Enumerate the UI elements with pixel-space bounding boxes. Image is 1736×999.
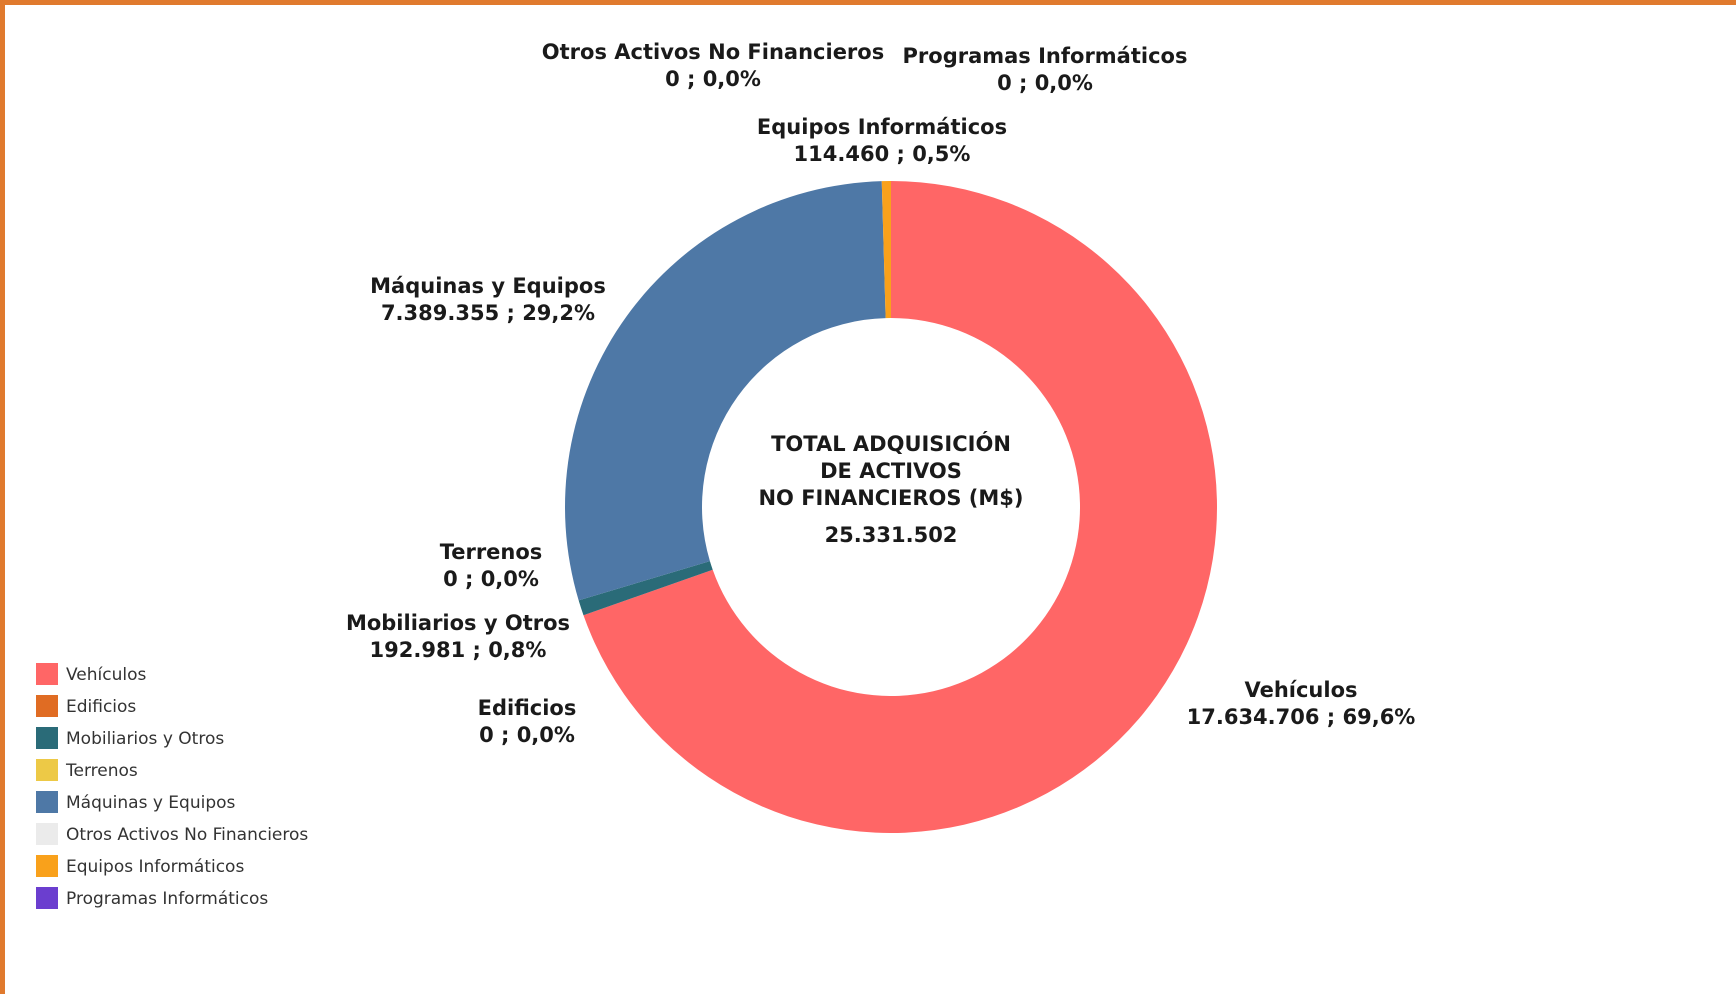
center-label-line-3: NO FINANCIEROS (M$)	[758, 486, 1023, 510]
center-label-line-2: DE ACTIVOS	[820, 459, 962, 483]
center-label-line-1: TOTAL ADQUISICIÓN	[771, 431, 1011, 456]
slice-label-name-terrenos: Terrenos	[440, 540, 543, 564]
legend-swatch-equipos-informaticos	[36, 855, 58, 877]
legend-label-programas-informaticos: Programas Informáticos	[66, 889, 268, 909]
slice-label-value-programas-informaticos: 0 ; 0,0%	[997, 71, 1093, 95]
legend-label-equipos-informaticos: Equipos Informáticos	[66, 857, 244, 877]
legend-item-otros-activos-no-financieros[interactable]: Otros Activos No Financieros	[36, 823, 308, 845]
slice-maquinas-y-equipos[interactable]	[565, 181, 886, 601]
legend-item-vehiculos[interactable]: Vehículos	[36, 663, 147, 685]
slice-equipos-informaticos[interactable]	[881, 181, 891, 319]
legend-label-maquinas-y-equipos: Máquinas y Equipos	[66, 793, 236, 813]
legend-item-edificios[interactable]: Edificios	[36, 695, 136, 717]
slice-labels-group: Vehículos 17.634.706 ; 69,6% Edificios 0 ; …	[346, 40, 1415, 747]
legend-label-vehiculos: Vehículos	[66, 665, 147, 685]
legend-swatch-programas-informaticos	[36, 887, 58, 909]
legend-swatch-maquinas-y-equipos	[36, 791, 58, 813]
slice-label-name-otros-activos-no-financieros: Otros Activos No Financieros	[542, 40, 884, 64]
legend-label-edificios: Edificios	[66, 697, 136, 717]
slice-label-value-terrenos: 0 ; 0,0%	[443, 567, 539, 591]
center-total-value: 25.331.502	[825, 523, 958, 547]
legend-item-terrenos[interactable]: Terrenos	[36, 759, 138, 781]
legend-label-mobiliarios-y-otros: Mobiliarios y Otros	[66, 729, 224, 749]
slice-label-value-vehiculos: 17.634.706 ; 69,6%	[1187, 705, 1416, 729]
slices-group	[565, 181, 1217, 833]
slice-label-name-vehiculos: Vehículos	[1244, 678, 1357, 702]
legend-swatch-terrenos	[36, 759, 58, 781]
legend: Vehículos Edificios Mobiliarios y Otros Ter…	[36, 663, 308, 909]
slice-label-value-edificios: 0 ; 0,0%	[479, 723, 575, 747]
slice-label-value-otros-activos-no-financieros: 0 ; 0,0%	[665, 67, 761, 91]
slice-label-value-maquinas-y-equipos: 7.389.355 ; 29,2%	[381, 301, 595, 325]
legend-label-otros-activos-no-financieros: Otros Activos No Financieros	[66, 825, 308, 845]
slice-label-value-mobiliarios-y-otros: 192.981 ; 0,8%	[370, 638, 547, 662]
legend-swatch-vehiculos	[36, 663, 58, 685]
center-label: TOTAL ADQUISICIÓN DE ACTIVOS NO FINANCIE…	[758, 431, 1023, 547]
legend-swatch-mobiliarios-y-otros	[36, 727, 58, 749]
slice-label-name-maquinas-y-equipos: Máquinas y Equipos	[370, 274, 606, 298]
slice-vehiculos[interactable]	[583, 181, 1217, 833]
legend-item-equipos-informaticos[interactable]: Equipos Informáticos	[36, 855, 244, 877]
slice-label-name-mobiliarios-y-otros: Mobiliarios y Otros	[346, 611, 570, 635]
slice-label-name-programas-informaticos: Programas Informáticos	[903, 44, 1188, 68]
legend-label-terrenos: Terrenos	[65, 761, 138, 781]
slice-label-name-edificios: Edificios	[478, 696, 577, 720]
legend-item-mobiliarios-y-otros[interactable]: Mobiliarios y Otros	[36, 727, 224, 749]
donut-chart: Vehículos 17.634.706 ; 69,6% Edificios 0 ; …	[36, 40, 1415, 909]
slice-mobiliarios-y-otros[interactable]	[578, 561, 713, 616]
legend-item-programas-informaticos[interactable]: Programas Informáticos	[36, 887, 268, 909]
legend-item-maquinas-y-equipos[interactable]: Máquinas y Equipos	[36, 791, 236, 813]
slice-label-value-equipos-informaticos: 114.460 ; 0,5%	[794, 142, 971, 166]
legend-swatch-otros-activos-no-financieros	[36, 823, 58, 845]
slice-label-name-equipos-informaticos: Equipos Informáticos	[757, 115, 1007, 139]
legend-swatch-edificios	[36, 695, 58, 717]
